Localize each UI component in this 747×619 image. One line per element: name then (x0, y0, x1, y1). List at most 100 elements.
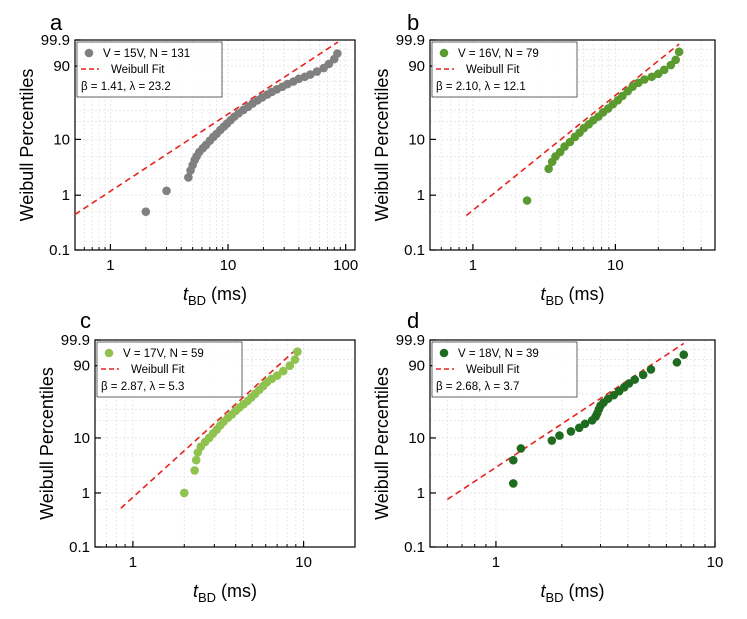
y-axis-title: Weibull Percentiles (37, 367, 57, 520)
y-tick-label: 1 (417, 187, 425, 204)
legend: V = 16V, N = 79 Weibull Fit β = 2.10, λ = … (431, 41, 578, 98)
data-point (544, 164, 553, 174)
data-point (671, 55, 681, 65)
y-axis-title: Weibull Percentiles (17, 69, 37, 222)
y-axis-title: Weibull Percentiles (372, 69, 392, 222)
legend-box (76, 41, 223, 98)
data-point (290, 355, 300, 364)
y-tick-label: 10 (53, 131, 70, 148)
data-point (646, 365, 656, 374)
data-point (179, 488, 189, 498)
legend-fit-label: Weibull Fit (131, 364, 185, 376)
grid (429, 340, 716, 547)
data-point (508, 479, 518, 488)
legend-box (431, 41, 578, 98)
data-point (672, 358, 682, 367)
data-point (285, 361, 295, 371)
data-point (630, 375, 640, 384)
x-tick-label: 10 (607, 257, 624, 274)
x-axis-title: tBD (ms) (183, 284, 247, 308)
data-point (659, 65, 669, 75)
data-point (278, 366, 288, 376)
data-point (566, 427, 576, 436)
y-tick-label: 99.9 (41, 32, 70, 49)
data-point (674, 47, 684, 57)
data-point (141, 207, 151, 217)
plot-frame (429, 339, 716, 548)
panel-c: 1 10 0.1 1 10 90 99.9 V = 17V, N = 59 Weibull Fi… (37, 308, 356, 605)
data-points (522, 47, 684, 205)
data-point (555, 431, 564, 440)
x-axis-title: tBD (ms) (540, 581, 604, 605)
panel-d: 1 10 0.1 1 10 90 99.9 V = 18V, N = 39 Weibull Fi… (372, 308, 723, 605)
panel-a: 1 10 100 0.1 1 10 90 99.9 V = 15V, N = 131 Weibul… (17, 10, 358, 308)
y-tick-label: 0.1 (69, 539, 90, 556)
y-tick-label: 0.1 (404, 539, 425, 556)
legend-series-label: V = 15V, N = 131 (103, 48, 190, 60)
y-tick-label: 10 (73, 430, 90, 447)
x-tick-label: 10 (295, 554, 312, 571)
y-tick-label: 1 (417, 485, 425, 502)
y-tick-label: 90 (73, 358, 90, 375)
data-points (141, 49, 342, 217)
data-point (638, 370, 648, 380)
legend-fit-label: Weibull Fit (111, 64, 165, 76)
y-tick-label: 1 (82, 485, 90, 502)
y-tick-label: 99.9 (61, 332, 90, 349)
data-point (272, 371, 282, 380)
weibull-fit-line (465, 43, 680, 217)
data-point (547, 436, 557, 445)
panel-letter: c (80, 308, 91, 333)
legend-marker (439, 48, 449, 58)
weibull-fit-line (446, 342, 685, 501)
legend-series-label: V = 16V, N = 79 (458, 48, 539, 60)
data-point (640, 75, 649, 84)
legend-series-label: V = 18V, N = 39 (458, 348, 539, 360)
legend-marker (439, 348, 449, 358)
legend-fit-label: Weibull Fit (466, 364, 520, 376)
data-point (305, 70, 315, 79)
y-tick-label: 0.1 (404, 242, 425, 259)
x-tick-label: 10 (220, 257, 237, 274)
legend-params: β = 2.68, λ = 3.7 (436, 381, 519, 393)
data-point (191, 455, 201, 465)
legend-box (431, 341, 578, 398)
plot-frame (94, 339, 356, 548)
y-axis-title: Weibull Percentiles (372, 367, 392, 520)
legend-params: β = 1.41, λ = 23.2 (81, 81, 171, 93)
y-tick-label: 90 (408, 358, 425, 375)
legend-box (96, 341, 243, 398)
legend: V = 18V, N = 39 Weibull Fit β = 2.68, λ = … (431, 341, 578, 398)
y-tick-label: 90 (53, 58, 70, 75)
x-tick-label: 1 (492, 554, 500, 571)
data-points (179, 347, 302, 498)
panel-letter: b (407, 10, 419, 35)
data-points (508, 350, 689, 488)
legend-params: β = 2.10, λ = 12.1 (436, 81, 526, 93)
plot-frame (74, 39, 356, 251)
x-axis-title: tBD (ms) (193, 581, 257, 605)
data-point (522, 196, 532, 205)
legend: V = 17V, N = 59 Weibull Fit β = 2.87, λ = … (96, 341, 243, 398)
y-tick-label: 1 (62, 187, 70, 204)
weibull-fit-line (74, 41, 339, 216)
y-tick-label: 99.9 (396, 332, 425, 349)
data-point (293, 347, 302, 356)
data-point (312, 67, 322, 76)
panel-letter: d (407, 308, 419, 333)
y-tick-label: 90 (408, 58, 425, 75)
data-point (580, 419, 590, 429)
data-point (333, 49, 342, 58)
legend-series-label: V = 17V, N = 59 (123, 348, 204, 360)
x-tick-label: 1 (469, 257, 477, 274)
data-point (162, 186, 171, 196)
y-tick-label: 99.9 (396, 32, 425, 49)
y-tick-label: 10 (408, 430, 425, 447)
legend-marker (104, 348, 114, 358)
data-point (679, 350, 689, 359)
data-point (647, 72, 657, 82)
x-axis-title: tBD (ms) (540, 284, 604, 308)
panel-letter: a (50, 10, 63, 35)
data-point (508, 455, 518, 465)
